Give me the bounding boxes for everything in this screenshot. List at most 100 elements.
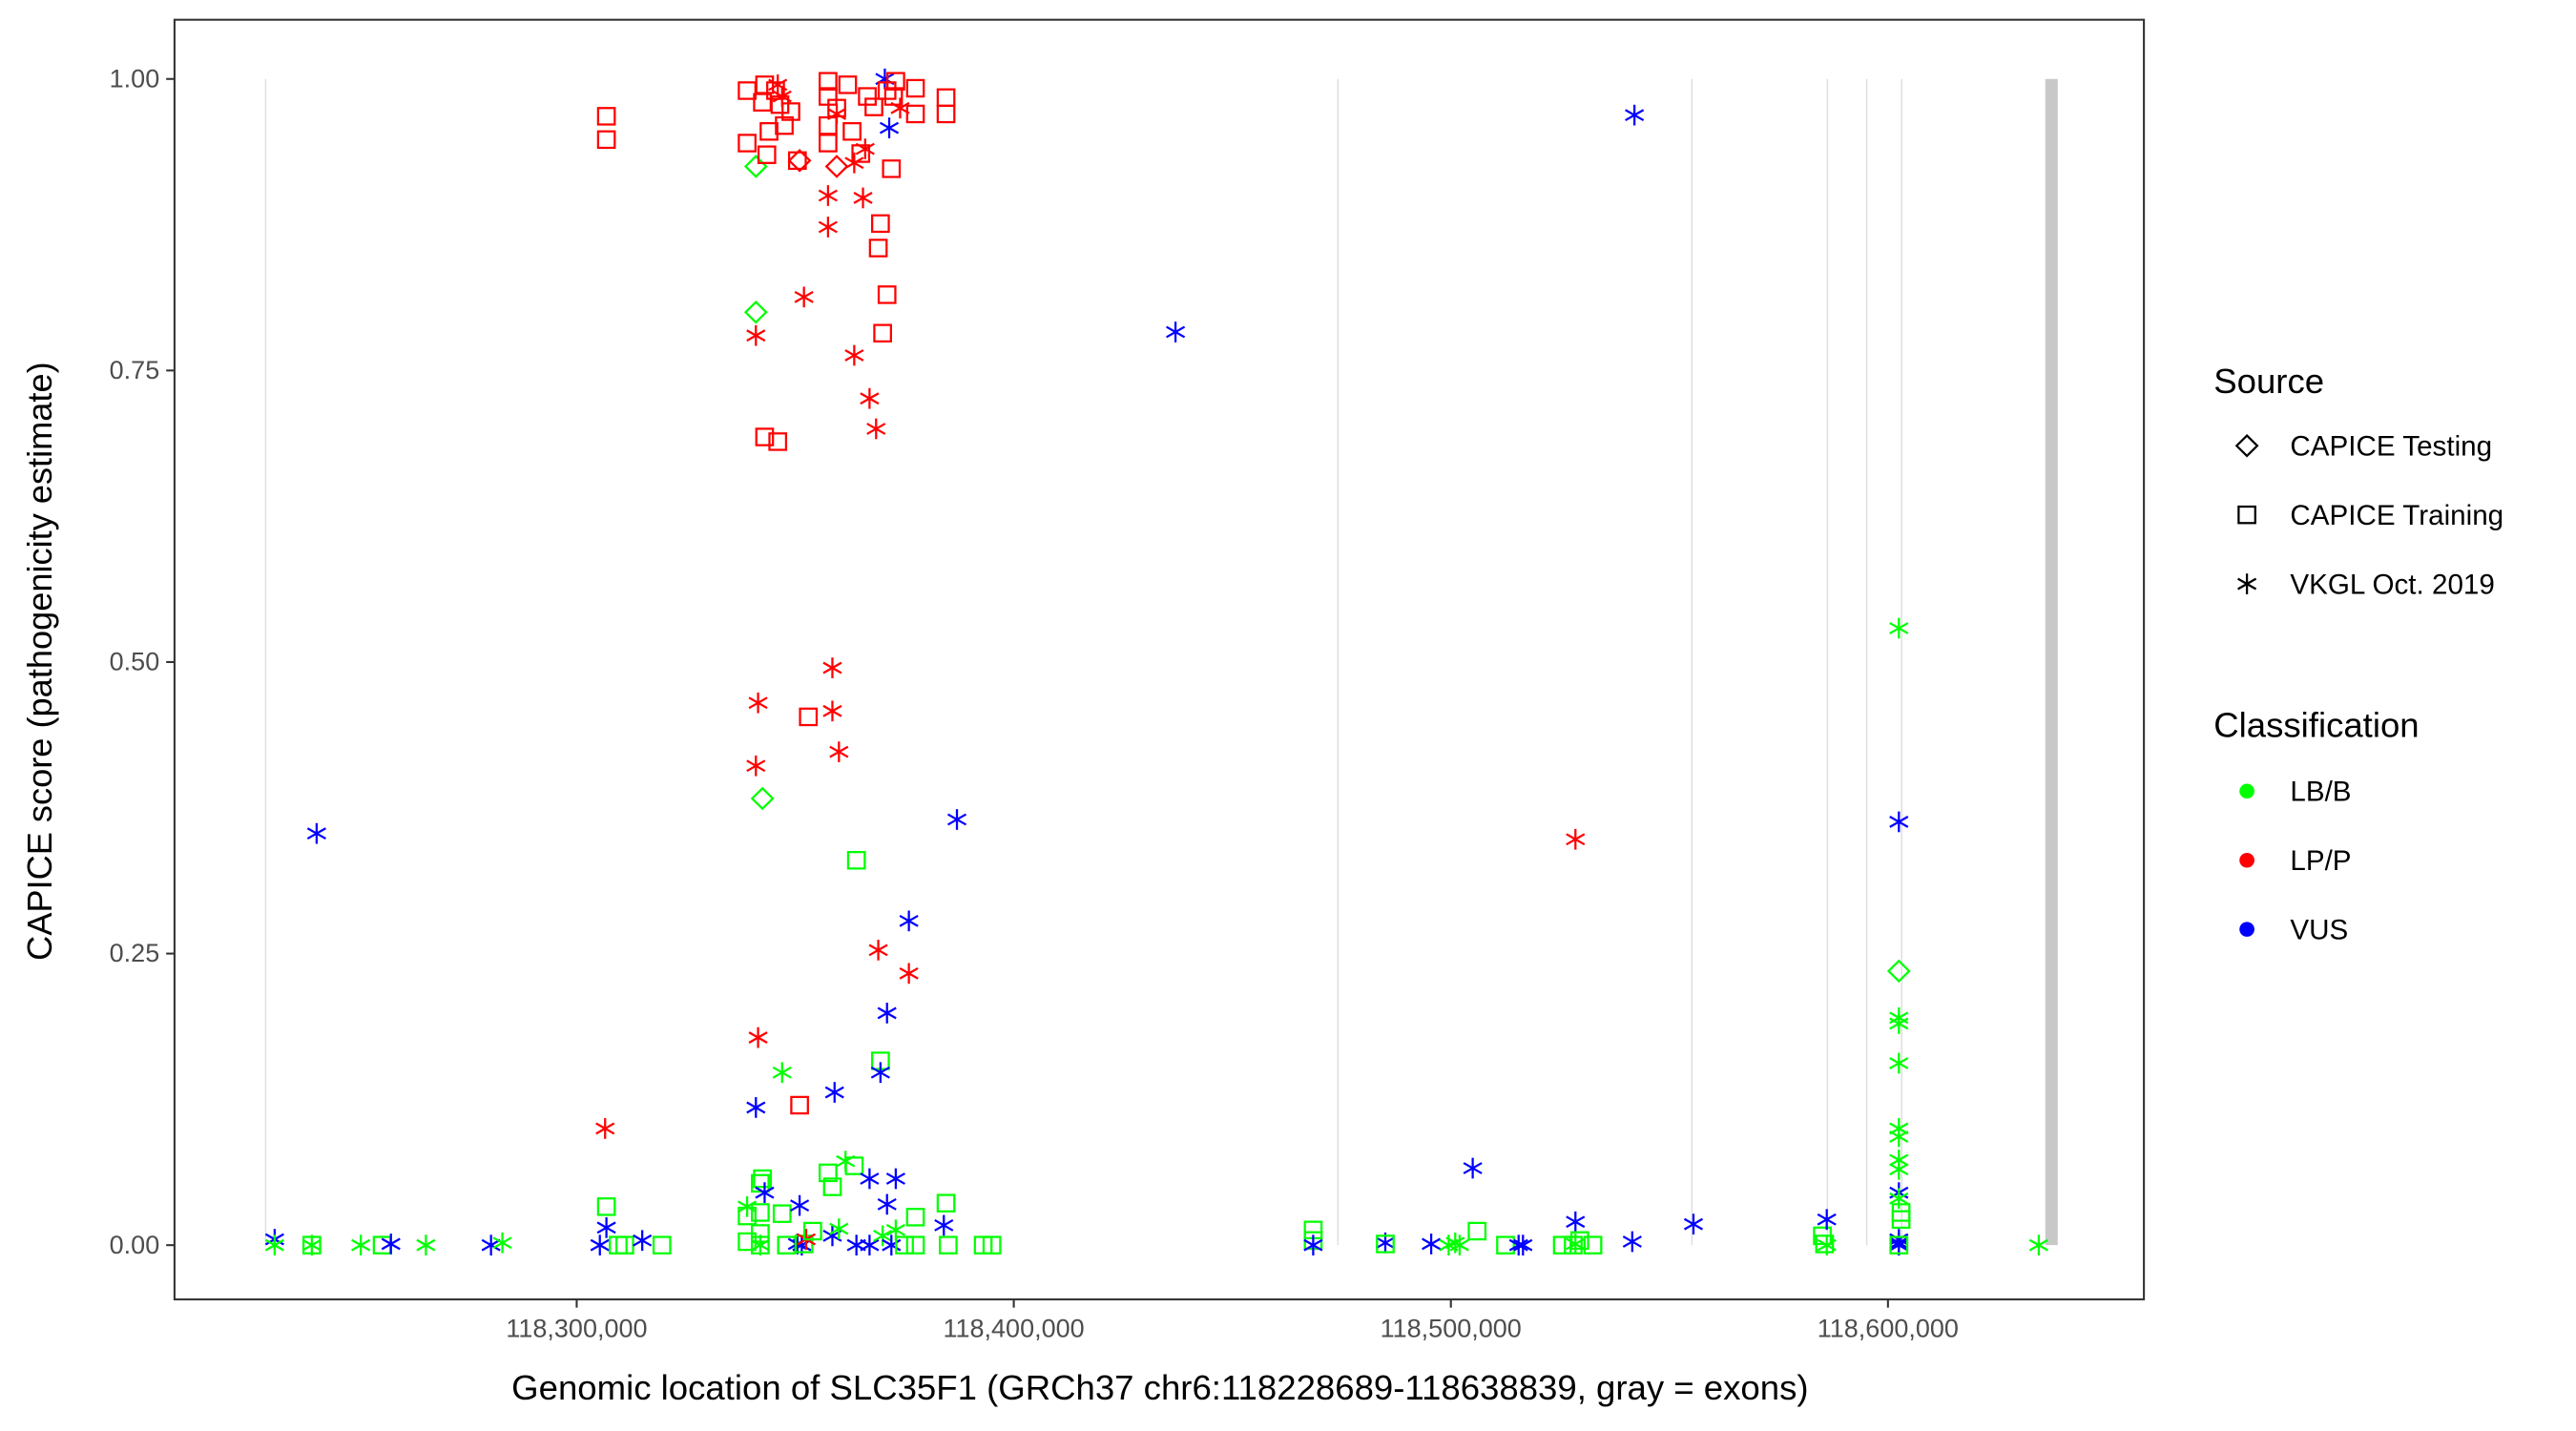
data-point (596, 107, 616, 126)
y-tick-label: 1.00 (110, 65, 160, 93)
data-point (860, 1168, 880, 1190)
exon-band (1691, 78, 1693, 1246)
data-point (1889, 1235, 1909, 1255)
data-point (870, 1062, 890, 1084)
data-point (860, 1234, 880, 1256)
y-tick-label: 0.75 (110, 356, 160, 384)
data-point (1886, 959, 1911, 984)
data-point (868, 238, 888, 258)
data-point (882, 159, 902, 178)
data-point (882, 1234, 902, 1256)
data-point (1889, 1158, 1909, 1180)
data-point (982, 1235, 1002, 1255)
data-point (1449, 1234, 1469, 1256)
data-point (939, 1235, 958, 1255)
data-point (755, 427, 775, 446)
legend-source-title: Source (2213, 362, 2324, 401)
data-point (416, 1234, 436, 1256)
data-point (1463, 1157, 1483, 1179)
data-point (799, 707, 819, 727)
data-point (768, 74, 788, 95)
data-point (1889, 811, 1909, 833)
data-point (1513, 1234, 1533, 1256)
data-point (768, 432, 788, 451)
legend-dot-icon (2239, 922, 2254, 937)
y-axis: 0.00 0.25 0.50 0.75 1.00 (110, 65, 175, 1259)
data-point (858, 87, 877, 106)
data-point (1570, 1231, 1589, 1251)
data-point (757, 145, 777, 164)
legend-classification-title: Classification (2213, 706, 2419, 745)
data-point (853, 187, 873, 209)
data-point (381, 1234, 401, 1255)
data-point (905, 1208, 925, 1227)
data-point (844, 344, 864, 366)
data-point (652, 1235, 672, 1255)
legend-classification: Classification LB/B LP/P VUS (2213, 706, 2419, 946)
exon-band (1337, 78, 1339, 1246)
data-point (895, 1235, 914, 1255)
data-point (596, 1197, 616, 1216)
data-point (755, 75, 775, 94)
data-point (827, 98, 846, 118)
data-point (1815, 1234, 1835, 1254)
data-point (751, 1203, 770, 1222)
data-point (1508, 1234, 1528, 1256)
exon-band (2045, 78, 2058, 1246)
legend-key-square-icon (2237, 505, 2256, 525)
data-point (1683, 1213, 1704, 1235)
legend-label: VUS (2290, 915, 2348, 946)
data-point (1889, 1126, 1909, 1148)
data-point (1889, 1188, 1909, 1210)
data-point (1467, 1221, 1487, 1241)
data-point (899, 963, 919, 985)
exon-band (264, 78, 267, 1246)
x-tick-label: 118,300,000 (506, 1315, 647, 1343)
legend-label: CAPICE Training (2290, 500, 2503, 531)
data-point (751, 1173, 770, 1193)
data-point (1496, 1235, 1515, 1255)
data-point (819, 134, 838, 153)
data-point (1566, 828, 1586, 850)
data-point (750, 786, 775, 811)
data-point (1817, 1209, 1837, 1231)
legend-dot-icon (2239, 783, 2254, 799)
data-point (860, 387, 880, 409)
data-point (822, 657, 842, 678)
data-point (886, 72, 905, 91)
data-point (743, 300, 768, 324)
data-point (1625, 104, 1645, 126)
data-point (306, 822, 326, 844)
data-point (824, 155, 849, 178)
data-point (1889, 1052, 1909, 1074)
data-point (492, 1232, 512, 1254)
data-point (301, 1234, 322, 1256)
data-point (873, 1225, 893, 1247)
data-point (596, 1216, 616, 1238)
data-point (264, 1234, 284, 1256)
data-point (877, 1003, 897, 1024)
data-point (818, 217, 838, 238)
data-point (873, 323, 892, 342)
panel-border (173, 18, 2146, 1301)
points-layer (264, 68, 2048, 1256)
data-point (753, 1169, 772, 1189)
data-point (746, 755, 766, 777)
data-point (794, 286, 814, 308)
x-tick-label: 118,400,000 (944, 1315, 1085, 1343)
data-point (879, 117, 900, 138)
exon-band (1901, 78, 1902, 1246)
data-point (905, 1235, 925, 1255)
data-point (1583, 1235, 1603, 1255)
data-point (899, 910, 919, 932)
data-point (868, 940, 888, 961)
data-point (844, 1156, 864, 1175)
data-point (877, 285, 897, 304)
data-point (775, 115, 794, 135)
data-point (822, 700, 842, 722)
data-point (1422, 1234, 1442, 1255)
exon-layer (264, 78, 2058, 1246)
data-point (855, 138, 875, 159)
data-point (866, 418, 886, 440)
